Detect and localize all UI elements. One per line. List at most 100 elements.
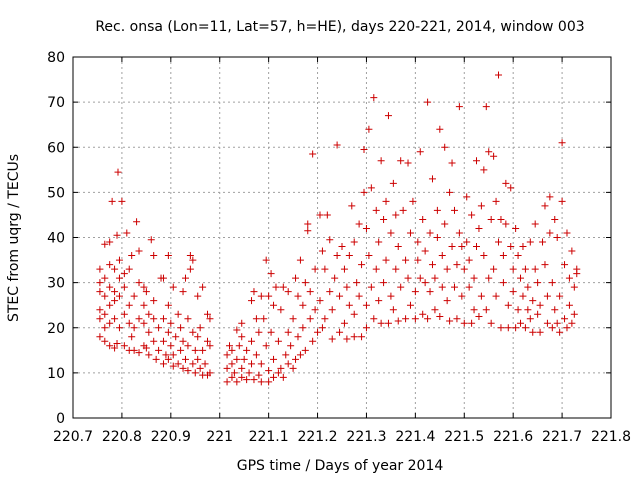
data-point: [453, 315, 461, 323]
data-point: [477, 292, 485, 300]
data-point: [402, 315, 410, 323]
data-point: [277, 364, 285, 372]
data-point: [521, 324, 529, 332]
data-point: [463, 193, 471, 201]
data-point: [421, 247, 429, 255]
data-point: [150, 337, 158, 345]
y-tick-label: 80: [47, 50, 65, 66]
data-point: [142, 288, 150, 296]
data-point: [394, 317, 402, 325]
data-point: [402, 256, 410, 264]
data-point: [548, 279, 556, 287]
data-point: [318, 247, 326, 255]
data-point: [565, 301, 573, 309]
data-point: [189, 256, 197, 264]
data-point: [485, 148, 493, 156]
data-point: [492, 197, 500, 205]
data-point: [309, 150, 317, 158]
data-point: [186, 252, 194, 260]
data-point: [96, 288, 104, 296]
data-point: [174, 360, 182, 368]
data-point: [487, 319, 495, 327]
data-point: [419, 215, 427, 223]
data-point: [433, 234, 441, 241]
data-point: [372, 206, 380, 214]
data-point: [106, 283, 114, 291]
data-point: [289, 315, 297, 323]
data-point: [362, 324, 370, 332]
data-point: [460, 319, 468, 327]
data-point: [394, 243, 402, 251]
data-point: [169, 283, 177, 291]
y-tick-label: 70: [47, 95, 65, 111]
data-point: [409, 197, 417, 205]
data-point: [311, 265, 319, 273]
data-point: [111, 344, 119, 352]
data-point: [326, 236, 334, 244]
data-point: [507, 184, 515, 192]
data-point: [106, 319, 114, 327]
data-point: [228, 346, 236, 354]
data-point: [130, 292, 138, 300]
data-point: [299, 301, 307, 309]
data-point: [539, 238, 547, 246]
data-point: [135, 315, 143, 323]
data-point: [186, 265, 194, 273]
data-point: [531, 265, 539, 273]
data-point: [113, 340, 121, 348]
data-point: [226, 342, 234, 350]
data-point: [111, 297, 119, 305]
data-point: [397, 283, 405, 291]
data-point: [460, 265, 468, 273]
data-point: [482, 103, 490, 111]
data-point: [438, 252, 446, 260]
data-point: [392, 265, 400, 273]
data-point: [321, 315, 329, 323]
data-point: [485, 274, 493, 282]
data-point: [497, 324, 505, 332]
data-point: [338, 243, 346, 251]
data-point: [133, 218, 141, 226]
data-point: [453, 261, 461, 269]
data-point: [164, 355, 172, 363]
data-point: [316, 211, 324, 219]
data-point: [531, 220, 539, 228]
data-point: [125, 265, 133, 273]
data-point: [561, 315, 569, 323]
data-point: [265, 378, 273, 386]
data-point: [426, 288, 434, 296]
data-point: [565, 274, 573, 282]
data-point: [169, 351, 177, 359]
data-point: [301, 279, 309, 287]
data-point: [189, 328, 197, 336]
y-tick-label: 0: [56, 411, 65, 427]
data-point: [294, 333, 302, 341]
data-point: [487, 215, 495, 223]
data-point: [548, 324, 556, 332]
data-point: [128, 333, 136, 341]
data-point: [101, 310, 109, 318]
data-point: [174, 310, 182, 318]
data-point: [387, 292, 395, 300]
data-point: [441, 143, 449, 151]
data-point: [504, 324, 512, 332]
data-point: [443, 265, 451, 273]
data-point: [477, 202, 485, 210]
data-point: [411, 315, 419, 323]
data-point: [433, 206, 441, 214]
data-point: [114, 168, 122, 176]
x-tick-label: 221.8: [591, 429, 631, 445]
data-point: [255, 328, 263, 336]
data-point: [145, 310, 153, 318]
data-point: [106, 261, 114, 269]
data-point: [265, 367, 273, 375]
data-point: [189, 360, 197, 368]
data-point: [389, 179, 397, 187]
data-point: [355, 220, 363, 228]
x-tick-label: 221.7: [542, 429, 582, 445]
data-point: [370, 94, 378, 102]
data-point: [495, 238, 503, 246]
data-point: [155, 324, 163, 332]
data-point: [367, 184, 375, 192]
